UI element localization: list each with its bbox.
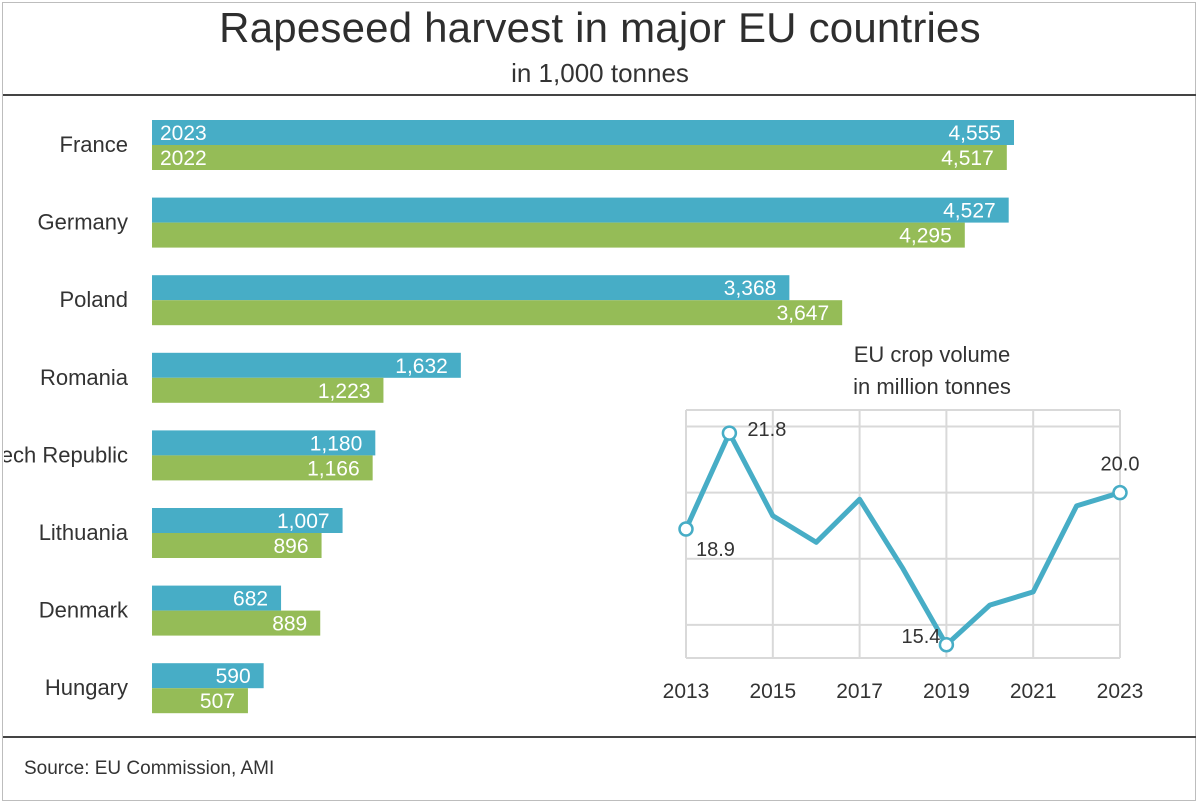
bar-value-label: 682 — [233, 588, 268, 611]
series-line — [683, 430, 1121, 648]
x-tick-label: 2013 — [663, 680, 710, 703]
bar-value-label: 3,368 — [724, 277, 777, 300]
source-note: Source: EU Commission, AMI — [24, 758, 275, 779]
x-tick-label: 2015 — [749, 680, 796, 703]
bar-value-label: 4,527 — [943, 200, 996, 223]
bar-value-label: 4,295 — [899, 225, 952, 248]
bar-value-label: 1,632 — [395, 355, 448, 378]
bar-2023 — [152, 197, 1009, 223]
inset-title-line: EU crop volume — [854, 342, 1011, 367]
data-point-marker — [938, 637, 955, 653]
category-label: Hungary — [45, 675, 128, 700]
category-label: Denmark — [39, 598, 129, 623]
category-label: Romania — [40, 365, 129, 390]
chart-subtitle: in 1,000 tonnes — [511, 58, 689, 88]
chart-title: Rapeseed harvest in major EU countries — [219, 4, 981, 51]
footer-divider — [3, 736, 1196, 738]
data-point-marker — [678, 521, 694, 537]
bar-value-label: 1,007 — [277, 510, 330, 533]
bar-value-label: 4,517 — [941, 147, 994, 170]
bar-2022 — [152, 222, 965, 248]
data-point-label: 20.0 — [1101, 454, 1140, 476]
legend-label-2023: 2023 — [160, 122, 207, 145]
bar-value-label: 3,647 — [777, 302, 830, 325]
x-tick-label: 2021 — [1010, 680, 1057, 703]
bar-value-label: 896 — [274, 535, 309, 558]
legend-label-2022: 2022 — [160, 147, 207, 170]
category-label: Lithuania — [39, 520, 129, 545]
bar-2023 — [152, 120, 1014, 145]
data-point-label: 21.8 — [747, 419, 786, 441]
bar-value-label: 590 — [216, 665, 251, 688]
category-label: France — [60, 132, 128, 157]
bar-2023 — [152, 663, 264, 689]
inset-title-line: in million tonnes — [853, 374, 1011, 399]
bar-value-label: 1,180 — [310, 432, 363, 455]
data-point-label: 15.4 — [901, 626, 940, 648]
data-point-marker — [1112, 484, 1128, 501]
x-tick-label: 2019 — [923, 680, 970, 703]
data-point-marker — [721, 425, 738, 441]
bar-value-label: 1,166 — [307, 457, 360, 480]
bar-2022 — [152, 377, 384, 403]
x-tick-label: 2017 — [836, 680, 883, 703]
bar-2023 — [152, 508, 343, 533]
bar-value-label: 4,555 — [948, 122, 1001, 145]
bar-2022 — [152, 533, 322, 558]
bar-2022 — [152, 455, 373, 481]
bar-2023 — [152, 352, 461, 378]
bar-2022 — [152, 688, 248, 714]
category-label: Germany — [38, 210, 128, 235]
category-label: Poland — [59, 287, 128, 312]
category-label: Czech Republic — [0, 442, 128, 467]
data-point-label: 18.9 — [696, 539, 735, 561]
bar-2023 — [152, 430, 376, 456]
bar-value-label: 889 — [272, 613, 307, 636]
bar-value-label: 1,223 — [318, 380, 371, 403]
bar-2023 — [152, 585, 282, 611]
bar-2022 — [152, 610, 321, 636]
bar-2022 — [152, 300, 843, 326]
bar-value-label: 507 — [200, 690, 235, 713]
header-divider — [3, 94, 1196, 96]
x-tick-label: 2023 — [1097, 680, 1144, 703]
bar-2023 — [152, 275, 790, 301]
bar-2022 — [152, 145, 1007, 170]
